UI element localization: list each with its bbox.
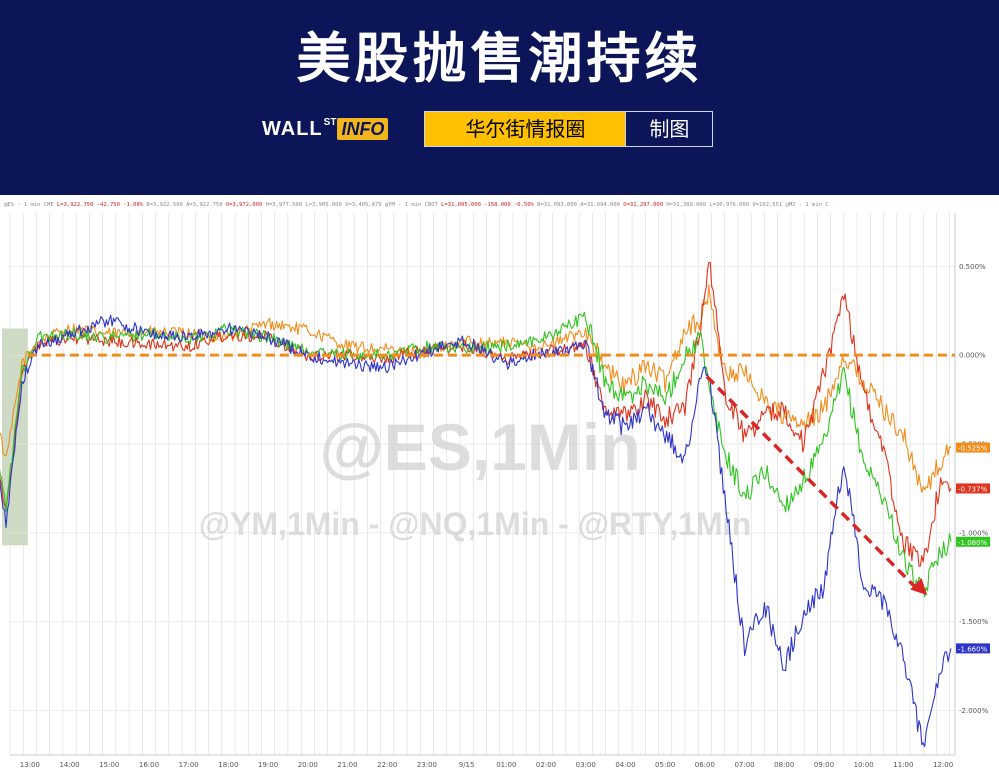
series-value-badge	[956, 536, 990, 547]
x-tick-label: 23:00	[417, 761, 437, 769]
x-tick-label: 15:00	[99, 761, 119, 769]
header-segment: L=31,095.000 -158.000 -0.50%	[441, 202, 537, 208]
header-segment: H=31,380.000 L=30,976.000 V=102,551 @M2 …	[666, 202, 828, 208]
x-tick-label: 04:00	[615, 761, 635, 769]
line-chart: @ES,1Min @YM,1Min - @NQ,1Min - @RTY,1Min @…	[0, 195, 999, 777]
series-value-label: -1.080%	[958, 539, 988, 547]
series-line	[0, 311, 952, 598]
y-tick-label: -1.000%	[959, 529, 989, 537]
series-value-label: -0.737%	[958, 485, 988, 493]
header-segment: @YM - 1 min CBOT	[385, 202, 441, 208]
header-segment: O=3,972.000	[226, 202, 266, 208]
header-segment: B=3,922.500 A=3,922.750	[146, 202, 225, 208]
x-tick-label: 18:00	[218, 761, 238, 769]
y-tick-label: -2.000%	[959, 707, 989, 715]
credit-made: 制图	[625, 112, 713, 146]
x-tick-label: 01:00	[496, 761, 516, 769]
series-value-badge	[956, 643, 990, 654]
header-segment: B=31,093.000 A=31,094.000	[537, 202, 623, 208]
x-tick-label: 21:00	[337, 761, 357, 769]
series-value-label: -0.525%	[958, 445, 988, 453]
y-tick-label: 0.000%	[959, 352, 986, 360]
credit-source: 华尔街情报圈	[425, 112, 626, 146]
x-tick-label: 11:00	[893, 761, 913, 769]
brand-row: WALL ST INFO 华尔街情报圈 制图	[262, 111, 714, 147]
x-tick-label: 14:00	[59, 761, 79, 769]
x-tick-label: 05:00	[655, 761, 675, 769]
x-tick-label: 03:00	[576, 761, 596, 769]
watermark-main: @ES,1Min	[319, 410, 640, 484]
logo-info-text: INFO	[337, 118, 389, 140]
x-tick-label: 16:00	[139, 761, 159, 769]
header-segment: L=3,922.750 -42.750 -1.08%	[57, 202, 146, 208]
trend-arrow-line	[705, 375, 919, 591]
page-title: 美股抛售潮持续	[296, 27, 703, 90]
header-segment: @ES - 1 min CME	[4, 202, 57, 208]
header-text: @ES - 1 min CME L=3,922.750 -42.750 -1.0…	[4, 202, 829, 208]
x-axis: 13:00 14:00 15:00 16:00 17:00 18:00 19:00 20:00…	[20, 761, 953, 769]
x-tick-label: 09:00	[814, 761, 834, 769]
series-value-badge	[956, 483, 990, 494]
series-line	[0, 284, 952, 494]
x-tick-label: 20:00	[298, 761, 318, 769]
x-tick-label: 06:00	[695, 761, 715, 769]
x-tick-label: 19:00	[258, 761, 278, 769]
header-segment: O=31,297.000	[623, 202, 666, 208]
x-tick-label: 07:00	[734, 761, 754, 769]
header-segment: H=3,977.500 L=3,905.000 V=3,405,479	[266, 202, 385, 208]
trend-arrow-head	[910, 578, 928, 596]
x-tick-label: 12:00	[933, 761, 953, 769]
y-tick-label: -1.500%	[959, 618, 989, 626]
series-value-label: -1.660%	[958, 645, 988, 653]
chart-panel: @ES,1Min @YM,1Min - @NQ,1Min - @RTY,1Min @…	[0, 195, 999, 777]
watermark-sub: @YM,1Min - @NQ,1Min - @RTY,1Min	[199, 506, 751, 542]
x-tick-label: 13:00	[20, 761, 40, 769]
x-tick-label: 9/15	[459, 761, 475, 769]
logo-wall-text: WALL	[262, 118, 323, 140]
series-value-badge	[956, 442, 990, 453]
x-tick-label: 17:00	[179, 761, 199, 769]
x-tick-label: 22:00	[377, 761, 397, 769]
credit-box: 华尔街情报圈 制图	[424, 111, 714, 147]
wallstinfo-logo: WALL ST INFO	[262, 117, 389, 140]
chart-header: @ES - 1 min CME L=3,922.750 -42.750 -1.0…	[4, 202, 829, 208]
x-tick-label: 02:00	[536, 761, 556, 769]
x-tick-label: 10:00	[854, 761, 874, 769]
vertical-grid	[9, 213, 951, 755]
x-tick-label: 08:00	[774, 761, 794, 769]
y-tick-label: 0.500%	[959, 263, 986, 271]
logo-st-text: ST	[323, 117, 337, 128]
series-line	[0, 314, 952, 748]
